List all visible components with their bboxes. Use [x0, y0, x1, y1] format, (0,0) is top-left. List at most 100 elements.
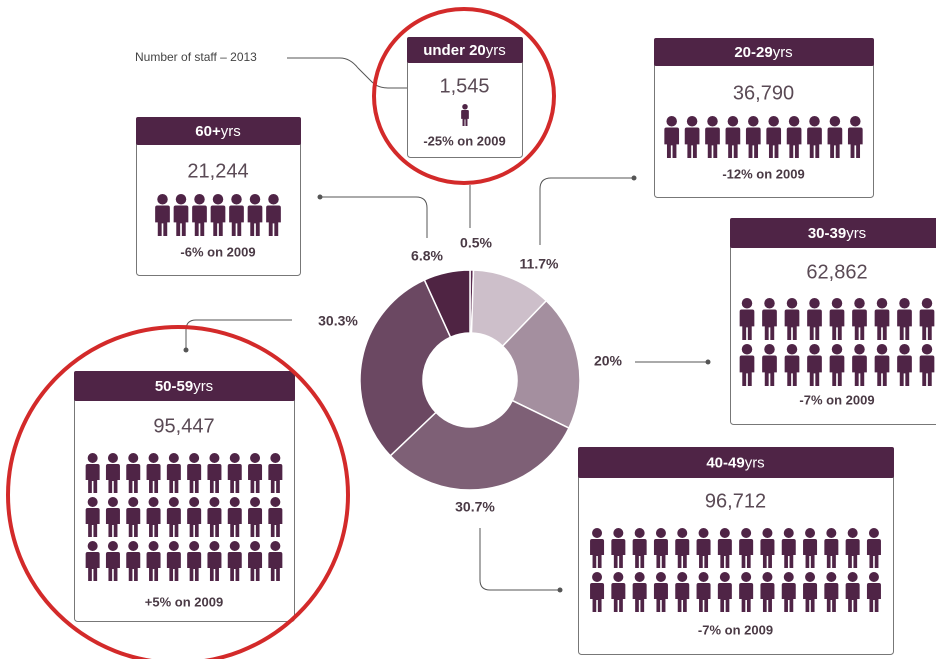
icon-head [921, 344, 933, 355]
person-icon [166, 497, 181, 537]
staff-count: 62,862 [806, 261, 867, 283]
icon-head [727, 116, 739, 127]
icon-body [126, 508, 141, 537]
person-icon [105, 497, 120, 537]
icon-body [187, 508, 202, 537]
icon-body [632, 539, 647, 568]
icon-body [248, 464, 263, 493]
icon-head [850, 116, 861, 127]
icon-head [876, 298, 888, 309]
icon-head [764, 344, 775, 355]
change-label: +5% on 2009 [145, 594, 223, 609]
icon-body [829, 309, 845, 340]
person-icon [590, 572, 605, 612]
icon-body [192, 205, 207, 236]
icon-body [845, 539, 860, 568]
person-icon [207, 453, 222, 493]
person-icon [85, 497, 100, 537]
icon-head [268, 194, 279, 205]
icon-body [845, 583, 860, 612]
connector-dot [183, 347, 189, 353]
person-icon [705, 116, 720, 158]
icon-body [803, 583, 818, 612]
icon-head [847, 528, 858, 538]
age-card: under 20yrs 1,545 -25% on 2009 [407, 37, 523, 158]
icon-head [686, 116, 698, 127]
person-icon [632, 528, 647, 568]
person-icon [866, 528, 881, 568]
icon-body [696, 583, 711, 612]
person-icon [866, 572, 881, 612]
person-icon [210, 194, 226, 236]
person-icon [829, 298, 845, 340]
change-label: -6% on 2009 [180, 244, 255, 259]
icon-head [270, 453, 281, 463]
icon-head [831, 298, 843, 309]
icon-body [739, 583, 754, 612]
icon-body [126, 464, 141, 493]
icon-head [854, 298, 865, 309]
person-icon [696, 528, 711, 568]
icon-body [824, 583, 839, 612]
person-icon [664, 116, 680, 158]
connector [287, 57, 425, 89]
person-icon [784, 298, 800, 340]
icon-head [741, 528, 752, 538]
icon-body [784, 309, 800, 340]
icon-body [146, 552, 161, 581]
icon-head [741, 344, 753, 355]
person-icon [760, 572, 775, 612]
person-icon [207, 541, 222, 581]
percent-label: 30.3% [318, 313, 358, 329]
icon-body [146, 464, 161, 493]
card-header [654, 38, 874, 66]
person-icon [717, 528, 732, 568]
age-unit: yrs [486, 42, 506, 59]
age-group: 60+ [195, 123, 221, 140]
icon-head [87, 453, 98, 463]
icon-head [764, 298, 775, 309]
card-header [407, 37, 523, 63]
icon-body [227, 508, 242, 537]
icon-head [209, 541, 220, 551]
person-icon [248, 497, 263, 537]
person-icon [803, 572, 818, 612]
icon-body [705, 127, 720, 158]
icon-head [698, 572, 709, 582]
icon-body [85, 508, 100, 537]
icon-head [762, 572, 773, 582]
icon-body [760, 539, 775, 568]
card-border [74, 371, 295, 622]
person-icon [762, 298, 777, 340]
icon-head [748, 116, 759, 127]
icon-body [611, 539, 626, 568]
icon-body [852, 309, 867, 340]
icon-body [762, 309, 777, 340]
person-icon [248, 541, 263, 581]
icon-body [919, 309, 935, 340]
icon-head [107, 453, 118, 463]
person-icon [852, 298, 867, 340]
icon-body [248, 508, 263, 537]
staff-count: 21,244 [187, 160, 248, 182]
card-header [74, 371, 295, 401]
icon-head [592, 528, 603, 538]
percent-label: 11.7% [520, 256, 559, 272]
icon-body [766, 127, 782, 158]
person-icon [611, 528, 626, 568]
card-title: 20-29yrs [734, 44, 792, 61]
icon-head [229, 497, 240, 507]
age-group: 30-39 [808, 225, 846, 242]
icon-body [897, 355, 912, 386]
connector [479, 528, 560, 591]
person-icon [762, 344, 777, 386]
icon-body [166, 552, 181, 581]
age-unit: yrs [221, 123, 241, 140]
connector-dot [557, 587, 563, 593]
icon-body [247, 205, 263, 236]
icon-head [189, 541, 200, 551]
donut-slice [423, 269, 471, 339]
person-icon [187, 453, 202, 493]
icon-body [590, 539, 605, 568]
person-icon [192, 194, 207, 236]
